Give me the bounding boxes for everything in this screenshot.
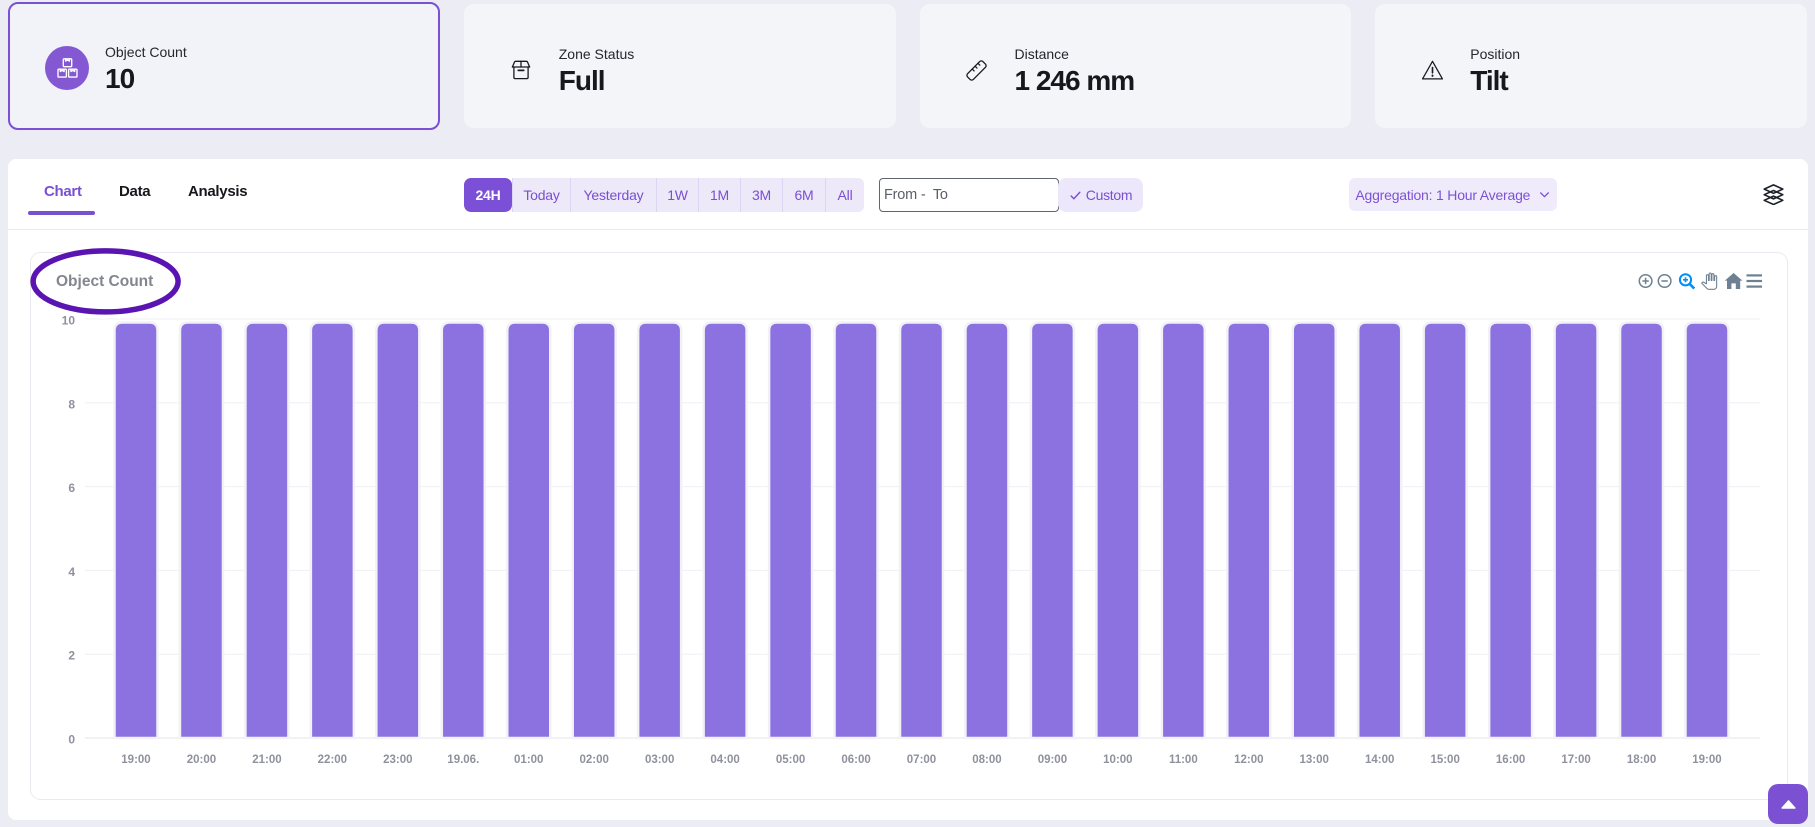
svg-text:02:00: 02:00 (579, 754, 608, 766)
svg-text:6: 6 (68, 481, 75, 495)
svg-text:11:00: 11:00 (1169, 754, 1198, 766)
svg-text:13:00: 13:00 (1300, 754, 1329, 766)
svg-text:22:00: 22:00 (318, 754, 347, 766)
svg-text:05:00: 05:00 (776, 754, 805, 766)
svg-text:15:00: 15:00 (1430, 754, 1459, 766)
svg-text:23:00: 23:00 (383, 754, 412, 766)
svg-text:10:00: 10:00 (1103, 754, 1132, 766)
svg-text:08:00: 08:00 (972, 754, 1001, 766)
svg-text:2: 2 (68, 649, 75, 663)
svg-text:19.06.: 19.06. (447, 754, 479, 766)
svg-text:16:00: 16:00 (1496, 754, 1525, 766)
svg-text:4: 4 (68, 565, 75, 579)
svg-text:04:00: 04:00 (710, 754, 739, 766)
svg-text:20:00: 20:00 (187, 754, 216, 766)
svg-text:01:00: 01:00 (514, 754, 543, 766)
svg-text:17:00: 17:00 (1561, 754, 1590, 766)
svg-text:21:00: 21:00 (252, 754, 281, 766)
svg-text:06:00: 06:00 (841, 754, 870, 766)
svg-text:0: 0 (68, 733, 75, 747)
svg-text:18:00: 18:00 (1627, 754, 1656, 766)
svg-text:19:00: 19:00 (121, 754, 150, 766)
svg-text:19:00: 19:00 (1692, 754, 1721, 766)
svg-text:12:00: 12:00 (1234, 754, 1263, 766)
svg-text:10: 10 (62, 314, 76, 328)
svg-text:07:00: 07:00 (907, 754, 936, 766)
svg-text:09:00: 09:00 (1038, 754, 1067, 766)
svg-text:8: 8 (68, 397, 75, 411)
svg-text:Object Count: Object Count (56, 273, 153, 290)
svg-text:14:00: 14:00 (1365, 754, 1394, 766)
svg-text:03:00: 03:00 (645, 754, 674, 766)
